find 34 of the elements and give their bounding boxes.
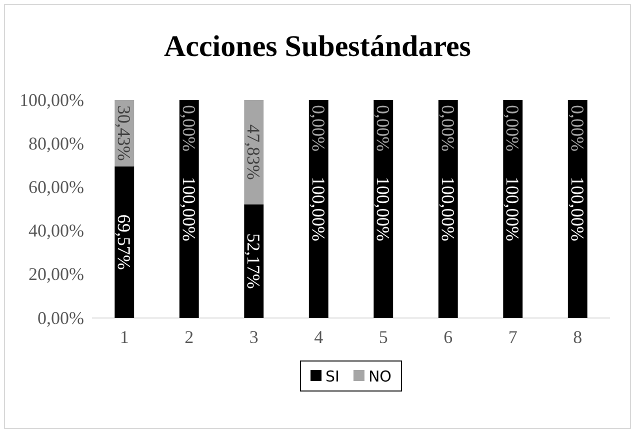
y-tick-label: 0,00% [38,308,84,328]
data-label: 100,00% [373,176,394,242]
x-tick-label: 7 [508,326,518,347]
x-tick-label: 8 [573,326,582,347]
data-label: 100,00% [567,176,588,242]
y-tick-label: 60,00% [28,176,84,197]
data-label: 100,00% [308,176,328,242]
y-tick-label: 80,00% [28,133,84,154]
y-tick-label: 40,00% [28,220,84,241]
x-tick-label: 2 [184,326,194,347]
data-label: 100,00% [178,176,199,242]
data-label: 47,83% [244,124,264,180]
x-tick-label: 3 [249,326,258,347]
x-tick-label: 4 [314,326,324,347]
data-label: 0,00% [567,105,588,152]
data-label: 69,57% [114,214,134,270]
data-label: 52,17% [244,233,264,289]
y-tick-label: 100,00% [20,90,84,110]
data-label: 30,43% [114,105,134,161]
data-label: 0,00% [178,105,199,152]
x-tick-label: 1 [120,326,129,347]
x-tick-label: 5 [378,326,388,347]
data-label: 0,00% [438,105,458,152]
data-label: 0,00% [502,105,523,152]
chart-title: Acciones Subestándares [164,30,471,63]
data-label: 100,00% [438,176,458,242]
legend-label: NO [368,367,392,386]
data-label: 100,00% [502,176,523,242]
x-tick-label: 6 [444,326,453,347]
data-label: 0,00% [373,105,394,152]
data-label: 0,00% [308,105,328,152]
bar [114,166,134,318]
legend-label: SI [326,367,340,386]
y-tick-label: 20,00% [28,264,84,284]
